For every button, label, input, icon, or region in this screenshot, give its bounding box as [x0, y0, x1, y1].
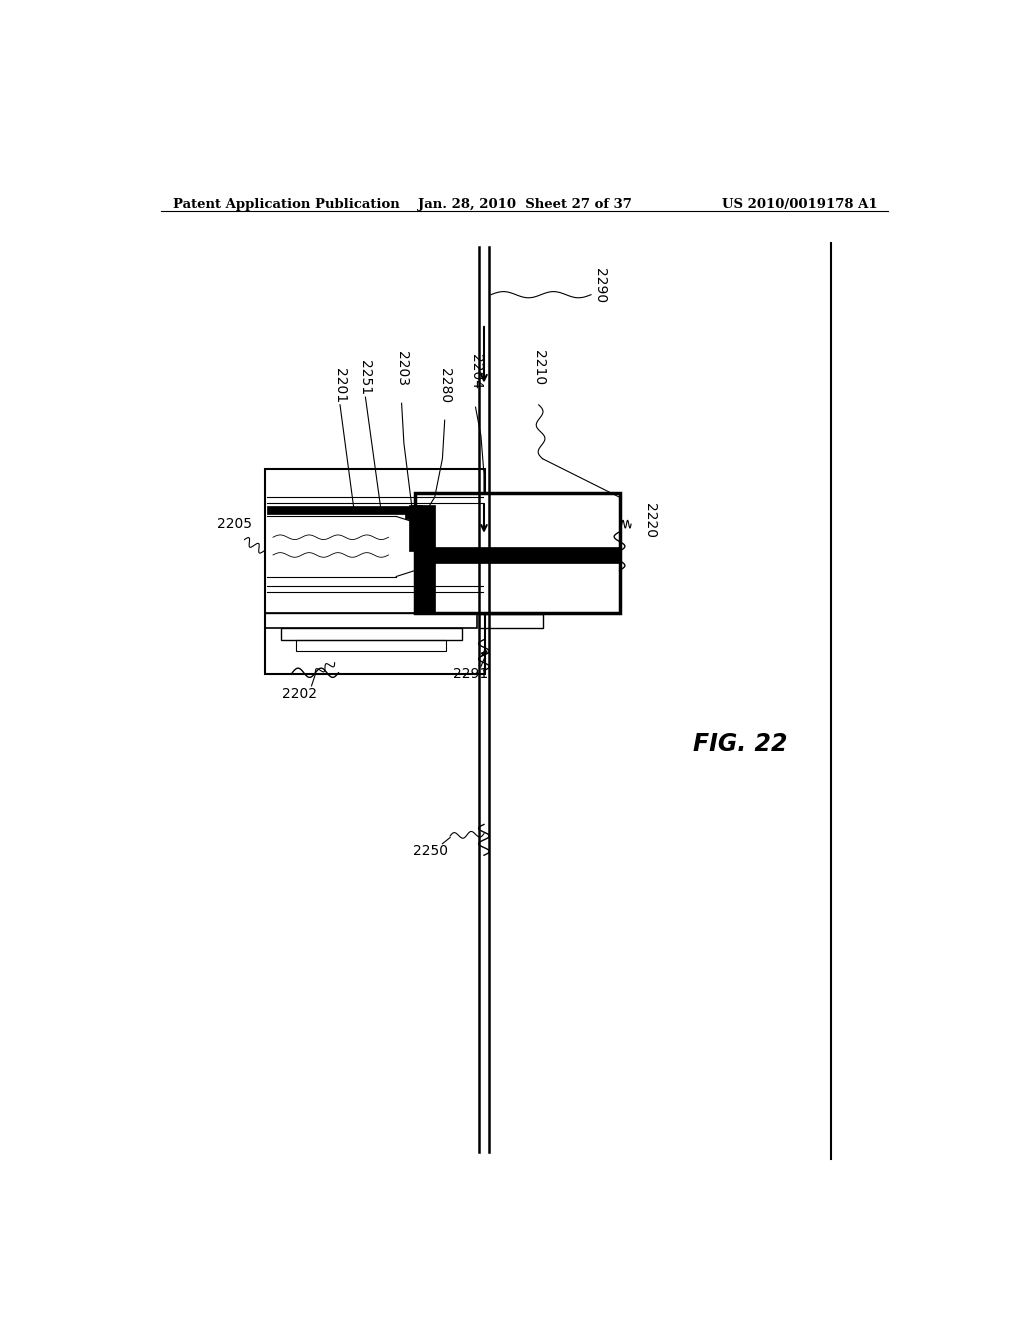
- Text: 2204: 2204: [469, 354, 482, 389]
- Bar: [265, 612, 477, 628]
- Text: 2251: 2251: [358, 360, 373, 396]
- Bar: [416, 506, 435, 612]
- Text: 2202: 2202: [283, 686, 317, 701]
- Bar: [416, 548, 620, 562]
- Text: 2250: 2250: [414, 845, 449, 858]
- Text: US 2010/0019178 A1: US 2010/0019178 A1: [722, 198, 878, 211]
- Bar: [479, 614, 543, 628]
- Text: 2220: 2220: [643, 503, 656, 537]
- Text: Jan. 28, 2010  Sheet 27 of 37: Jan. 28, 2010 Sheet 27 of 37: [418, 198, 632, 211]
- Bar: [267, 507, 483, 515]
- Text: Patent Application Publication: Patent Application Publication: [173, 198, 399, 211]
- Text: 2290: 2290: [593, 268, 606, 304]
- Text: 2203: 2203: [394, 351, 409, 385]
- Bar: [410, 506, 422, 552]
- Text: 2280: 2280: [437, 368, 452, 404]
- Bar: [406, 508, 413, 519]
- Bar: [265, 469, 484, 675]
- Text: FIG. 22: FIG. 22: [692, 731, 787, 755]
- Bar: [281, 628, 462, 640]
- Text: 2205: 2205: [217, 517, 252, 531]
- Bar: [296, 640, 446, 651]
- Text: 2291: 2291: [454, 668, 488, 681]
- Text: 2201: 2201: [333, 368, 347, 404]
- Bar: [416, 494, 620, 612]
- Text: 2210: 2210: [531, 350, 546, 385]
